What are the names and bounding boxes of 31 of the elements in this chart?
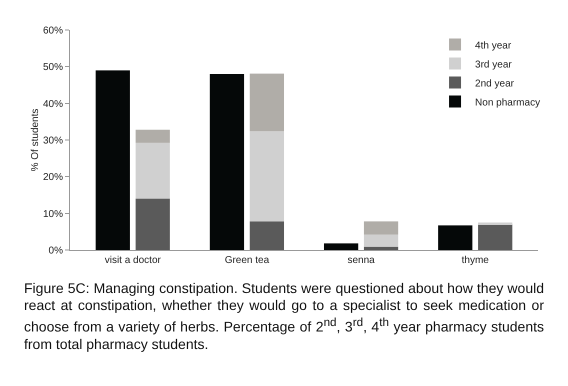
bar: [250, 74, 284, 132]
legend-label: 4th year: [475, 40, 512, 52]
bar: [364, 221, 398, 235]
bar: [324, 243, 358, 250]
legend-label: 3rd year: [475, 59, 512, 70]
x-tick-label: Green tea: [224, 255, 270, 266]
bar: [250, 221, 284, 250]
y-tick-label: 20%: [42, 172, 64, 184]
y-tick-label: 0%: [48, 246, 64, 256]
text: Figure 5C: Managing constipation. Students were questioned about how they would react at constipation, whether they would go to a specialist to seek medication or choose from a variety of herbs. Percentage of 2$^{nd}$, 3$^{rd}$, 4$^{th}$ year pharmacy students from total pharmacy students.: [24, 280, 544, 352]
legend-label: 2nd year: [475, 78, 515, 90]
y-tick-label: 50%: [42, 62, 64, 74]
y-axis-title: % Of students: [30, 108, 41, 172]
bar: [136, 130, 170, 143]
bar: [478, 224, 512, 250]
bar: [250, 131, 284, 222]
x-tick-label: thyme: [462, 255, 490, 266]
bar: [136, 142, 170, 199]
y-tick-label: 60%: [42, 26, 64, 36]
y-tick-label: 30%: [42, 136, 64, 146]
bar: [136, 198, 170, 250]
bar: [364, 246, 398, 250]
bar: [96, 70, 130, 250]
bar: [210, 74, 244, 250]
x-tick-label: visit a doctor: [104, 255, 162, 266]
y-tick-label: 40%: [42, 98, 64, 110]
legend-label: Non pharmacy: [475, 97, 540, 108]
x-tick-label: senna: [347, 255, 376, 266]
bar: [364, 234, 398, 247]
y-tick-label: 10%: [42, 208, 64, 220]
bar: [438, 225, 472, 250]
